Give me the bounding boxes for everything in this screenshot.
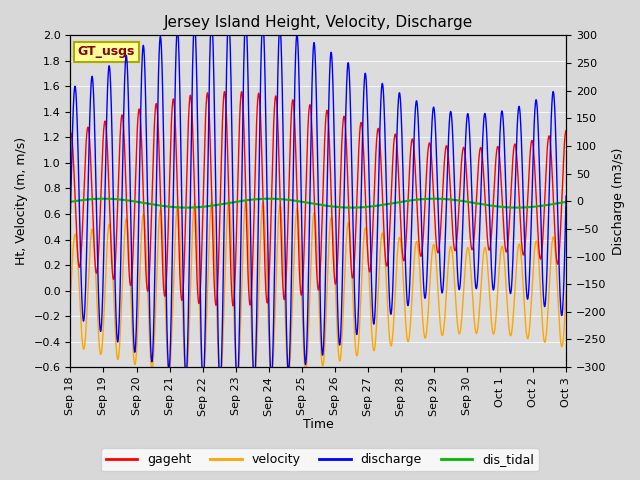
velocity [234, 378, 241, 384]
Line: discharge: discharge [70, 18, 566, 384]
dis_tidal [515, 205, 523, 211]
dis_tidal [67, 199, 74, 204]
gageht [367, 266, 374, 272]
gageht [205, 103, 212, 108]
gageht [515, 198, 523, 204]
dis_tidal [367, 204, 374, 209]
velocity [515, 241, 523, 247]
gageht [221, 89, 228, 95]
dis_tidal [205, 203, 213, 209]
discharge [367, 235, 374, 241]
velocity [367, 303, 374, 309]
Y-axis label: Discharge (m3/s): Discharge (m3/s) [612, 147, 625, 255]
discharge [563, 193, 570, 199]
gageht [562, 128, 570, 133]
discharge [375, 157, 383, 163]
gageht [67, 131, 74, 137]
discharge [515, 104, 523, 109]
dis_tidal [562, 199, 570, 205]
velocity [173, 209, 180, 215]
discharge [225, 15, 232, 21]
velocity [67, 296, 74, 302]
gageht [375, 129, 383, 135]
Legend: gageht, velocity, discharge, dis_tidal: gageht, velocity, discharge, dis_tidal [101, 448, 539, 471]
velocity [375, 270, 383, 276]
dis_tidal [563, 199, 570, 205]
gageht [563, 128, 570, 133]
discharge [234, 382, 241, 387]
discharge [173, 35, 180, 40]
velocity [225, 198, 232, 204]
dis_tidal [375, 203, 383, 208]
dis_tidal [100, 196, 108, 202]
Y-axis label: Ht, Velocity (m, m/s): Ht, Velocity (m, m/s) [15, 137, 28, 265]
dis_tidal [173, 204, 180, 210]
dis_tidal [182, 205, 190, 211]
discharge [562, 199, 570, 205]
gageht [229, 303, 237, 309]
Text: GT_usgs: GT_usgs [78, 45, 135, 58]
discharge [67, 210, 74, 216]
Title: Jersey Island Height, Velocity, Discharge: Jersey Island Height, Velocity, Discharg… [164, 15, 473, 30]
velocity [205, 245, 212, 251]
Line: dis_tidal: dis_tidal [70, 199, 566, 208]
velocity [562, 291, 570, 297]
gageht [173, 160, 180, 166]
discharge [205, 103, 212, 109]
velocity [563, 288, 570, 294]
Line: gageht: gageht [70, 92, 566, 306]
X-axis label: Time: Time [303, 419, 333, 432]
Line: velocity: velocity [70, 201, 566, 381]
